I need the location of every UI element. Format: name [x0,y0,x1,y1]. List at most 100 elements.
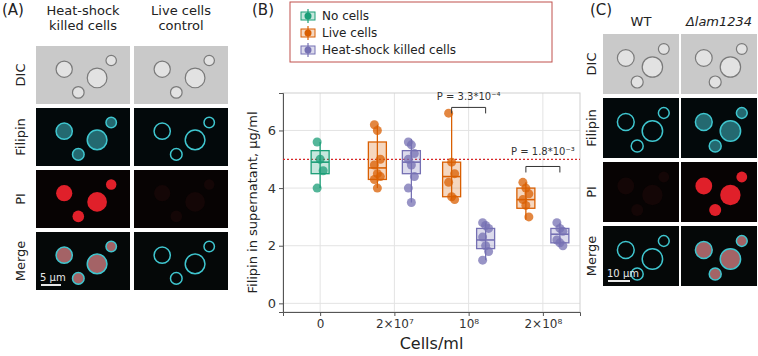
cell [106,55,116,65]
row-label: Merge [13,241,28,282]
row-label: PI [13,193,28,205]
cell [73,273,85,285]
grid-line-y [283,303,580,304]
cell [56,123,72,139]
x-tick-mark [543,312,544,316]
row-label: DIC [584,53,599,76]
y-tick-label: 6 [268,123,276,138]
x-tick-label: 10⁸ [459,317,479,331]
cell [87,130,107,150]
cell [736,236,747,247]
plot-frame [283,93,580,312]
legend-point [305,47,312,54]
cell [185,130,205,150]
micrograph [603,162,679,222]
cell [185,254,205,274]
p-value: P = 3.3*10⁻⁴ [437,91,501,102]
column-header: Heat-shockkilled cells [46,3,120,33]
grid-line-y [283,130,580,131]
row-label: Filipin [584,109,599,146]
cell [617,50,634,67]
point [484,224,493,233]
figure: (A)Heat-shockkilled cellsLive cellscontr… [0,0,758,356]
legend-point [305,13,312,20]
cell [642,121,662,141]
chart-b: (B)024602×10⁷10⁸2×10⁸Filipin in supernat… [245,1,581,353]
cell [695,50,712,67]
cell [709,268,721,280]
point [521,201,530,210]
panel-label: (A) [2,1,24,19]
micrograph [681,162,757,222]
cell [736,108,747,119]
x-tick-mark [469,312,470,316]
y-tick-mark [279,303,283,304]
cell [204,241,214,251]
cell [106,117,116,127]
cell [695,242,712,259]
row-label: DIC [13,64,28,87]
legend-box [301,29,315,37]
cell [106,179,116,189]
x-tick: 2×10⁸ [524,312,562,331]
legend-frame [290,2,552,62]
point [444,178,453,187]
cell [204,179,214,189]
y-tick-mark [279,246,283,247]
point [410,172,419,181]
x-tick: 2×10⁷ [376,312,414,331]
legend-item: Live cells [301,26,377,40]
grid [283,93,580,312]
legend-point [305,30,312,37]
cell [154,185,170,201]
y-tick-mark [279,130,283,131]
column-header: WT [631,14,652,29]
cell [695,178,712,195]
cell [631,204,643,216]
annotations: P = 3.3*10⁻⁴P = 1.8*10⁻³ [437,91,575,172]
cell [736,172,747,183]
cell [658,172,669,183]
cell [709,204,721,216]
micrograph [36,232,130,290]
micrograph [681,226,757,286]
cell [87,68,107,88]
point [370,175,379,184]
cell [56,247,72,263]
scale-bar [41,284,61,286]
cell [720,121,740,141]
point [407,198,416,207]
significance-bracket [526,166,560,172]
x-tick-label: 0 [317,317,325,331]
panel-c: (C)WTΔlam1234DICFilipinPIMerge10 µm [584,1,757,286]
column-header-line: killed cells [49,18,117,33]
point [373,126,382,135]
scale-bar [608,280,630,282]
box-body [443,162,461,197]
cell [56,61,72,77]
row-label: Merge [584,236,599,277]
grid-line-x [320,93,321,312]
significance-bracket [452,107,486,113]
micrograph [681,98,757,158]
point [478,256,487,265]
y-tick-mark [279,188,283,189]
cell [154,247,170,263]
cell [658,236,669,247]
point [558,241,567,250]
point [478,233,487,242]
point [447,158,456,167]
cell [87,192,107,212]
micrograph [134,108,228,166]
grid-line-x [468,93,469,312]
y-axis-title: Filipin in supernatant, µg/ml [245,111,260,293]
x-axis-title: Cells/ml [400,334,464,353]
box [551,218,569,250]
column-header: Δlam1234 [685,14,752,29]
column-header-line: Live cells [151,3,211,18]
scale-bar-label: 5 µm [40,272,66,283]
grid-line-x [542,93,543,312]
x-tick-label: 2×10⁷ [376,317,414,331]
legend-box [301,12,315,20]
legend-label: Heat-shock killed cells [322,43,456,57]
